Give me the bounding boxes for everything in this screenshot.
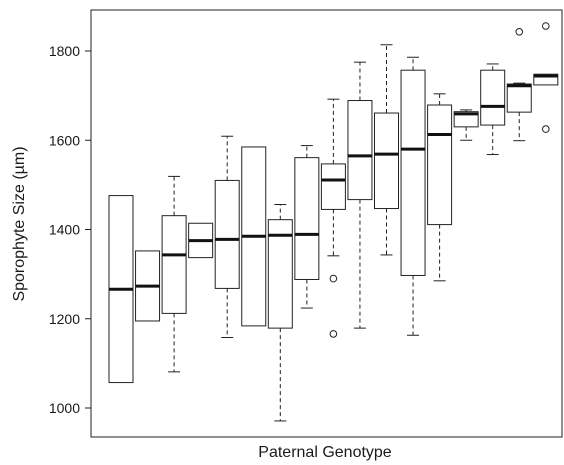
outlier-point [329, 274, 338, 283]
y-tick-label: 1400 [49, 222, 80, 238]
box-iqr [400, 69, 426, 276]
box-iqr [294, 157, 320, 280]
box-5 [214, 135, 240, 338]
box-iqr [453, 111, 479, 128]
box-15 [480, 63, 506, 156]
box-2 [135, 250, 161, 322]
box-iqr [480, 69, 506, 126]
x-axis-label: Paternal Genotype [258, 444, 392, 461]
box-iqr [506, 83, 532, 113]
box-iqr [533, 73, 559, 86]
box-iqr [374, 112, 399, 210]
y-tick-label: 1800 [49, 43, 80, 59]
box-1 [108, 195, 134, 384]
plot-frame [90, 9, 563, 438]
box-iqr [347, 100, 373, 201]
box-16 [506, 28, 532, 142]
y-axis: 1000 1200 1400 1600 1800 [49, 43, 91, 416]
box-17 [533, 22, 559, 133]
box-iqr [161, 215, 187, 314]
y-tick-label: 1000 [49, 400, 80, 416]
outlier-point [329, 330, 338, 338]
box-iqr [320, 163, 346, 210]
box-series [108, 22, 559, 422]
box-12 [400, 56, 426, 336]
box-6 [241, 146, 267, 327]
box-10 [347, 61, 373, 329]
box-11 [374, 44, 399, 256]
box-14 [453, 109, 479, 141]
box-7 [267, 204, 293, 422]
y-tick-label: 1600 [49, 132, 80, 148]
outlier-point [542, 125, 550, 133]
y-tick-label: 1200 [49, 311, 80, 327]
box-iqr [214, 179, 240, 289]
box-9 [320, 98, 346, 338]
outlier-point [542, 22, 550, 30]
box-8 [294, 145, 320, 309]
outlier-point [515, 28, 524, 36]
box-4 [188, 222, 214, 259]
box-iqr [427, 104, 453, 226]
y-axis-label: Sporophyte Size (µm) [11, 146, 28, 301]
box-iqr [267, 219, 293, 329]
box-3 [161, 175, 187, 373]
box-13 [427, 93, 453, 282]
